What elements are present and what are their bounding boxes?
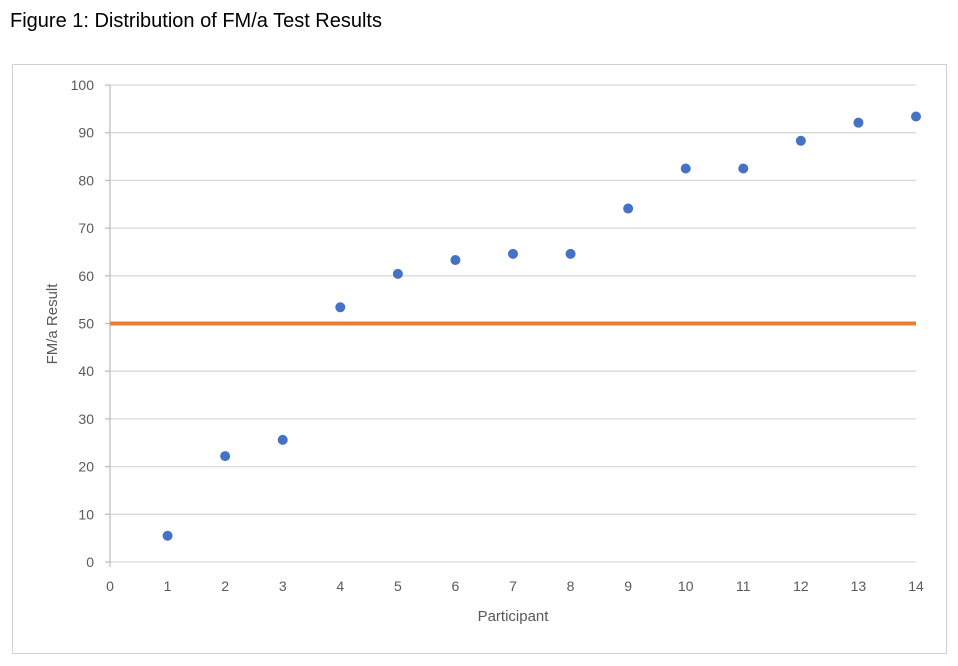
x-tick-label: 14 <box>908 578 924 594</box>
data-point <box>335 302 346 313</box>
x-tick-label: 11 <box>736 578 751 594</box>
y-tick-label: 30 <box>78 411 94 427</box>
y-tick-label: 10 <box>78 506 94 522</box>
x-tick-label: 0 <box>106 578 114 594</box>
data-point <box>508 248 518 259</box>
data-point <box>680 163 691 174</box>
x-tick-label: 8 <box>567 578 575 594</box>
x-tick-label: 13 <box>851 578 867 594</box>
x-tick-label: 9 <box>624 578 632 594</box>
x-tick-label: 2 <box>221 578 229 594</box>
y-tick-label: 80 <box>78 172 94 188</box>
x-tick-label: 3 <box>279 578 287 594</box>
y-tick-label: 60 <box>78 268 94 284</box>
data-point <box>623 203 634 214</box>
y-tick-label: 40 <box>78 363 94 379</box>
x-tick-label: 5 <box>394 578 402 594</box>
figure-title: Figure 1: Distribution of FM/a Test Resu… <box>10 10 382 32</box>
chart-frame <box>12 64 947 654</box>
x-tick-label: 10 <box>678 578 694 594</box>
x-tick-label: 6 <box>452 578 460 594</box>
y-tick-label: 50 <box>78 316 94 332</box>
data-point <box>738 163 749 174</box>
data-point <box>392 268 403 279</box>
data-point <box>220 451 231 462</box>
y-tick-label: 90 <box>78 125 94 141</box>
data-point <box>277 434 288 445</box>
x-tick-label: 4 <box>336 578 344 594</box>
y-tick-label: 20 <box>78 459 94 475</box>
x-tick-label: 7 <box>509 578 517 594</box>
x-tick-label: 1 <box>164 578 172 594</box>
y-tick-label: 100 <box>71 77 95 93</box>
data-point <box>450 255 461 266</box>
y-axis-label: FM/a Result <box>44 283 61 365</box>
y-tick-label: 0 <box>86 554 94 570</box>
data-point <box>565 248 576 259</box>
data-point <box>162 530 173 541</box>
x-tick-label: 12 <box>793 578 809 594</box>
data-point <box>795 135 806 146</box>
x-axis-label: Participant <box>478 608 550 625</box>
data-point <box>911 111 921 122</box>
data-point <box>853 117 864 128</box>
y-tick-label: 70 <box>78 220 94 236</box>
